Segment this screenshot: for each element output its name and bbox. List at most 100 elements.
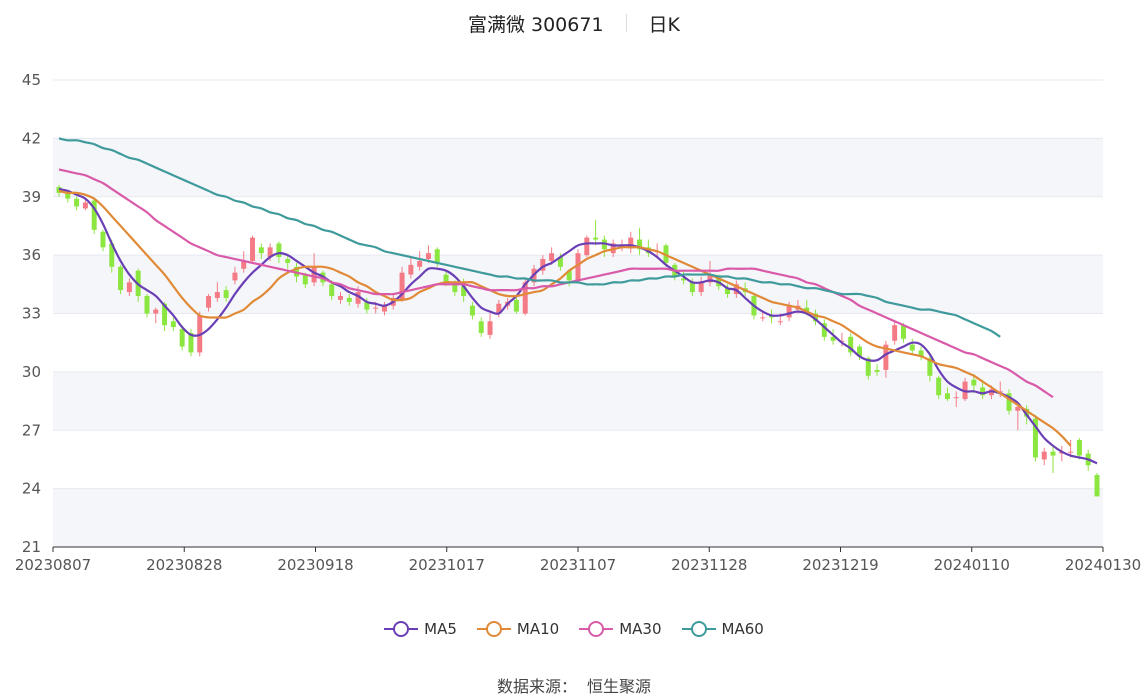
candle-body: [927, 358, 933, 376]
candle-body: [496, 303, 502, 314]
candle-body: [909, 344, 915, 351]
x-tick-label: 20231107: [540, 556, 616, 574]
y-tick-label: 27: [22, 421, 41, 439]
candle-body: [461, 286, 467, 296]
candle-body: [1032, 418, 1038, 458]
legend-label-ma60: MA60: [721, 620, 764, 638]
source-label: 数据来源：: [496, 677, 577, 696]
y-tick-label: 33: [22, 305, 41, 323]
candle-body: [936, 377, 942, 396]
candle-body: [153, 309, 159, 314]
candle-body: [1068, 451, 1074, 453]
candle-body: [179, 329, 185, 347]
candle-body: [698, 282, 704, 293]
candle-body: [1050, 451, 1056, 456]
candle-body: [100, 231, 106, 248]
legend-item-ma5[interactable]: MA5: [384, 620, 457, 638]
series-line-ma10: [58, 189, 1072, 447]
candle-body: [478, 321, 484, 333]
candle-body: [681, 278, 687, 281]
y-tick-label: 30: [22, 363, 41, 381]
y-tick-label: 42: [22, 129, 41, 147]
candle-body: [1006, 393, 1012, 411]
data-source: 数据来源： 恒生聚源: [0, 673, 1148, 697]
y-tick-label: 21: [22, 538, 41, 556]
candle-body: [434, 249, 440, 263]
candle-body: [302, 274, 308, 285]
candle-body: [364, 301, 370, 310]
candle-body: [874, 369, 880, 372]
legend-item-ma60[interactable]: MA60: [681, 620, 764, 638]
series-line-ma5: [58, 187, 1098, 465]
x-tick-label: 20240130: [1065, 556, 1141, 574]
candle-body: [549, 253, 555, 261]
candle-body: [1015, 406, 1021, 411]
legend-item-ma10[interactable]: MA10: [476, 620, 560, 638]
candle-body: [997, 391, 1003, 393]
candle-body: [628, 237, 634, 248]
x-tick-label: 20231128: [671, 556, 747, 574]
candle-body: [971, 379, 977, 386]
candle-body: [637, 239, 643, 250]
source-value: 恒生聚源: [587, 677, 652, 696]
candle-body: [91, 200, 97, 230]
candle-body: [813, 313, 819, 322]
candle-body: [381, 305, 387, 312]
candle-body: [74, 198, 80, 207]
candle-body: [1076, 439, 1082, 456]
legend-marker-ma10: [476, 621, 511, 637]
candle-body: [584, 237, 590, 256]
candle-body: [417, 260, 423, 267]
x-tick-label: 20230918: [277, 556, 353, 574]
candle-body: [425, 253, 431, 260]
candle-body: [65, 192, 71, 199]
candle-body: [346, 297, 352, 302]
grid-band: [53, 371, 1103, 431]
x-tick-label: 20231219: [802, 556, 878, 574]
candle-body: [188, 332, 194, 353]
legend-marker-ma30: [579, 621, 614, 637]
candle-body: [276, 243, 282, 258]
legend-label-ma30: MA30: [619, 620, 662, 638]
candle-body: [725, 288, 731, 295]
candle-body: [760, 317, 766, 319]
candle-body: [1041, 451, 1047, 460]
candle-body: [399, 272, 405, 300]
chart-title: 富满微 300671: [467, 13, 604, 36]
candle-body: [329, 284, 335, 296]
candle-body: [865, 358, 871, 376]
candle-body: [980, 387, 986, 396]
candle-body: [900, 325, 906, 339]
candle-body: [557, 257, 563, 267]
candle-body: [839, 340, 845, 342]
candle-body: [373, 307, 379, 309]
legend-label-ma10: MA10: [516, 620, 560, 638]
candle-body: [250, 237, 256, 261]
x-tick-label: 20230828: [146, 556, 222, 574]
candle-body: [918, 350, 924, 357]
candle-body: [232, 272, 238, 281]
candle-body: [285, 259, 291, 263]
title-divider: [625, 14, 627, 32]
legend-marker-ma60: [681, 621, 716, 637]
candle-body: [522, 282, 528, 314]
candle-body: [267, 247, 273, 258]
y-tick-label: 24: [22, 480, 41, 498]
candle-body: [170, 321, 176, 328]
candle-body: [804, 307, 810, 312]
candle-body: [214, 292, 220, 298]
candle-body: [408, 264, 414, 275]
candle-body: [258, 247, 264, 254]
y-tick-label: 45: [22, 71, 41, 89]
candle-body: [109, 243, 115, 267]
legend-item-ma30[interactable]: MA30: [579, 620, 662, 638]
candle-body: [575, 253, 581, 281]
candle-body: [452, 284, 458, 293]
grid-band: [53, 138, 1103, 197]
candle-body: [487, 321, 493, 335]
x-tick-label: 20231017: [409, 556, 485, 574]
candle-body: [241, 260, 247, 269]
candle-body: [777, 321, 783, 323]
x-tick-label: 20230807: [15, 556, 91, 574]
candle-body: [707, 274, 713, 283]
